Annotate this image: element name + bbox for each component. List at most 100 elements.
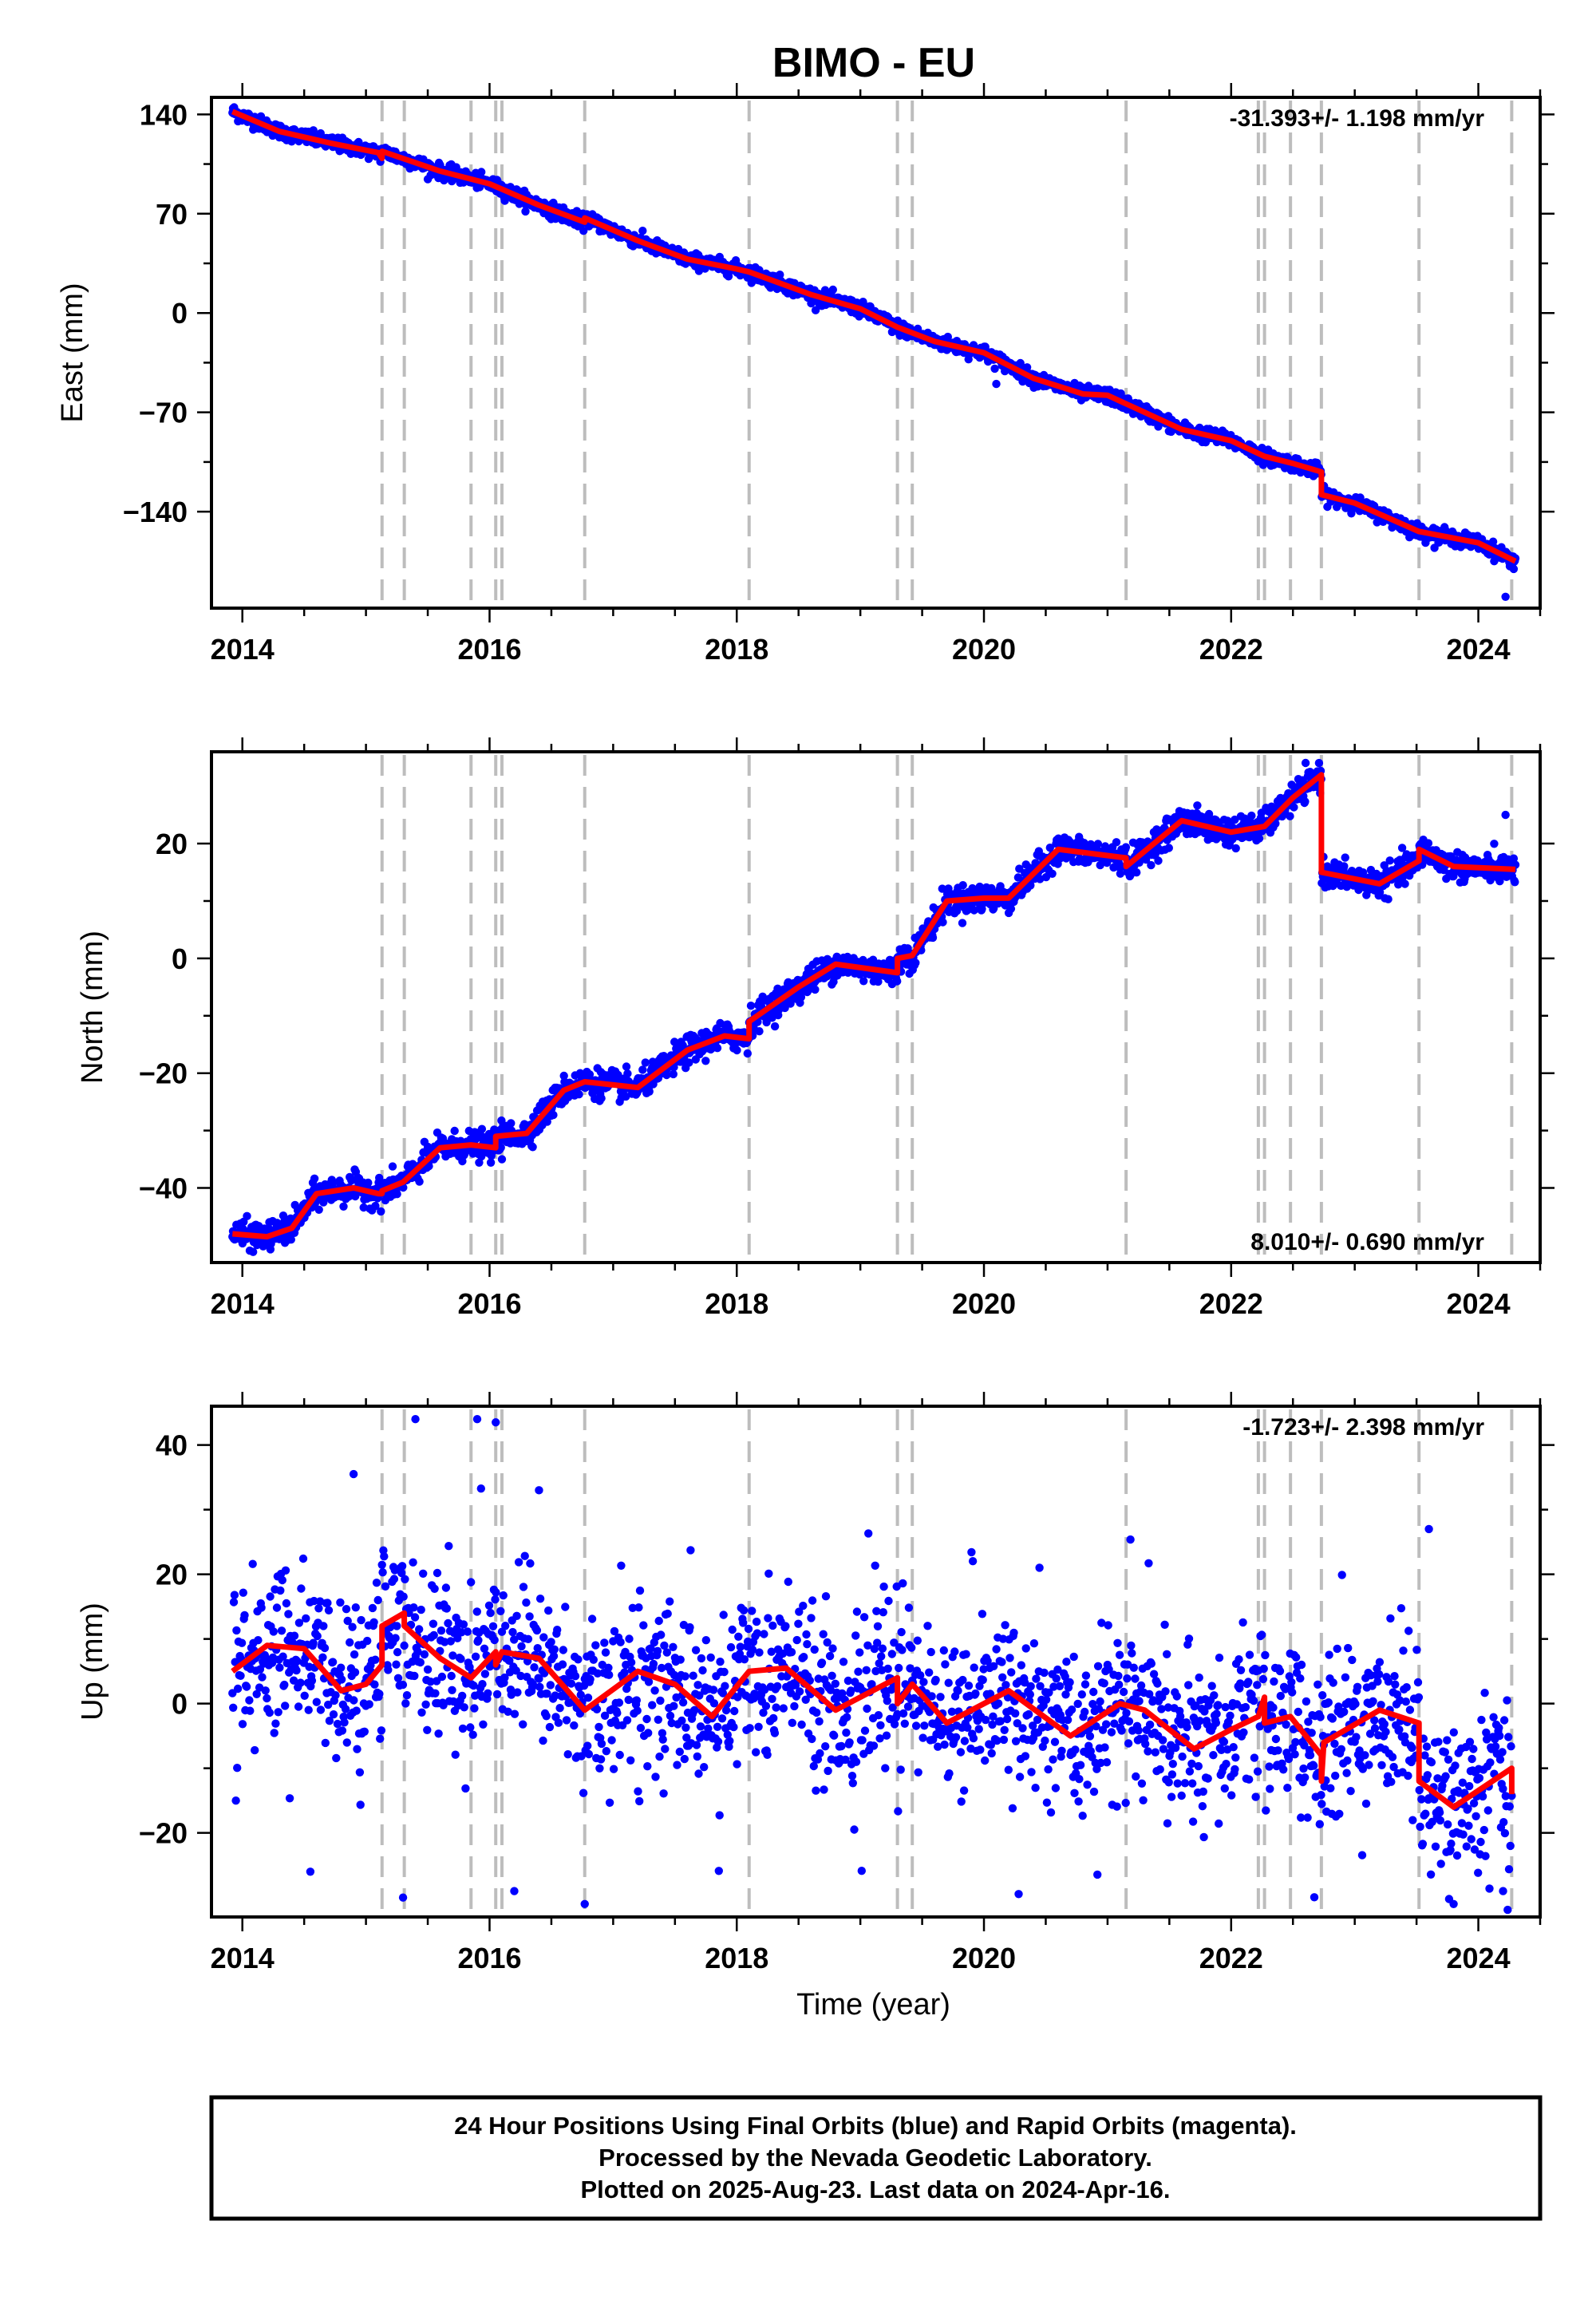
data-point (579, 227, 588, 235)
y-tick-label: 70 (156, 198, 188, 231)
data-point (928, 933, 938, 943)
data-point (978, 904, 986, 914)
model-fit-line (232, 772, 1516, 1240)
y-tick-label: −20 (139, 1057, 188, 1090)
data-point (1048, 869, 1057, 879)
data-point (746, 1002, 756, 1010)
data-point (360, 1727, 369, 1736)
velocity-label: 8.010+/- 0.690 mm/yr (1250, 1229, 1484, 1255)
data-point (669, 1069, 678, 1079)
data-point (1041, 872, 1051, 882)
data-point (1385, 856, 1394, 865)
data-point (645, 1087, 654, 1097)
data-point (371, 1655, 380, 1664)
data-point (419, 1569, 428, 1579)
data-point (302, 1614, 310, 1623)
data-point (369, 1618, 378, 1627)
data-point (486, 1158, 496, 1168)
data-point (357, 1615, 365, 1625)
data-point (229, 1598, 239, 1607)
data-point (874, 977, 883, 986)
data-point (233, 1684, 243, 1694)
data-point (324, 1700, 333, 1709)
data-point (351, 1603, 360, 1612)
y-tick-label: −40 (139, 1172, 188, 1205)
data-point (796, 993, 806, 1002)
data-point (1511, 878, 1519, 887)
x-tick-label: 2020 (952, 633, 1016, 666)
data-point (990, 364, 999, 373)
data-point (450, 1126, 459, 1136)
chart-title: BIMO - EU (772, 40, 975, 86)
data-point (353, 1745, 361, 1753)
data-point (1276, 793, 1285, 803)
data-point (245, 1696, 254, 1705)
data-point (1424, 839, 1433, 848)
data-point (1093, 840, 1103, 848)
event-lines (380, 1409, 1514, 1914)
x-ticks (197, 83, 1555, 622)
data-point (1164, 844, 1174, 852)
data-point (293, 1657, 302, 1666)
data-point (1509, 854, 1519, 863)
data-point (271, 1719, 280, 1728)
data-point (312, 1697, 321, 1706)
x-tick-label: 2022 (1199, 633, 1263, 666)
data-point (297, 1584, 306, 1593)
data-point (286, 1235, 295, 1244)
data-point (743, 1049, 752, 1058)
data-point (431, 1689, 440, 1697)
data-point (314, 1604, 323, 1613)
data-point (399, 1592, 408, 1601)
data-point (280, 1680, 289, 1690)
data-point (409, 1603, 418, 1612)
data-point (338, 1726, 347, 1735)
data-point (265, 1708, 274, 1717)
data-point (342, 1738, 351, 1747)
data-point (352, 1706, 361, 1715)
data-point (285, 1794, 294, 1803)
data-point (238, 1720, 247, 1729)
data-point (242, 1682, 251, 1691)
east-panel: 2014 2016 2018 2020 2022 2024140700−70−140Eas… (56, 83, 1555, 666)
data-point (1340, 862, 1349, 871)
data-point (309, 126, 318, 135)
y-tick-label: 0 (172, 297, 188, 330)
data-point (430, 1584, 439, 1594)
data-point (270, 1729, 279, 1737)
data-point (415, 1625, 424, 1634)
data-point (393, 1190, 401, 1199)
data-point (350, 1696, 358, 1705)
data-point (279, 1652, 287, 1661)
data-point (423, 1665, 433, 1674)
data-point (321, 1738, 330, 1748)
data-point (323, 1599, 332, 1607)
data-point (272, 1603, 282, 1612)
data-point (377, 1560, 386, 1570)
data-point (378, 1568, 387, 1577)
data-point (337, 1663, 346, 1672)
outlier-point (992, 379, 1001, 389)
data-point (1400, 879, 1409, 888)
data-point (296, 1678, 305, 1687)
data-point (1231, 815, 1239, 824)
data-point (397, 1562, 407, 1571)
data-point (641, 1058, 650, 1067)
data-point (701, 1057, 710, 1065)
data-point (638, 1065, 647, 1074)
data-point (261, 1686, 270, 1695)
outlier-point (497, 1155, 507, 1164)
data-point (713, 1044, 722, 1053)
data-point (336, 1598, 345, 1607)
data-point (402, 1691, 412, 1700)
data-point (380, 1552, 389, 1561)
data-point (1112, 838, 1121, 847)
data-point (318, 1653, 327, 1662)
data-point (1045, 844, 1055, 852)
data-point (389, 1575, 399, 1583)
data-point (413, 1647, 422, 1656)
data-point (258, 1673, 267, 1682)
data-point (477, 1152, 486, 1161)
